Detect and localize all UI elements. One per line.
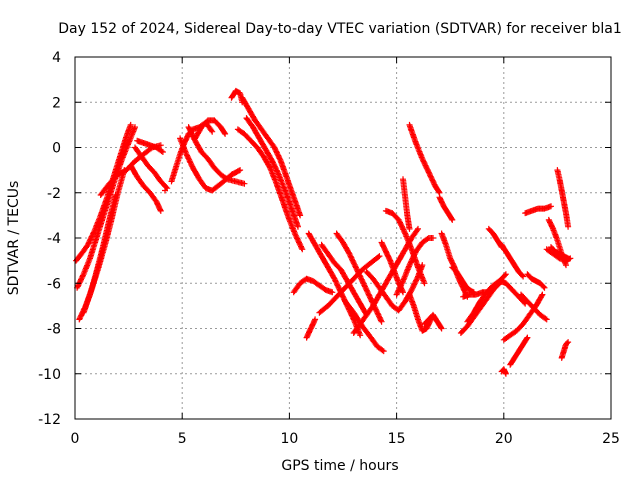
x-tick-label: 20	[495, 431, 513, 447]
data-series-arc-41	[498, 241, 527, 280]
data-point-markers	[393, 235, 436, 298]
data-point-markers	[303, 316, 319, 341]
data-series-arc-31	[406, 121, 443, 196]
x-tick-label: 15	[388, 431, 406, 447]
data-point-markers	[449, 264, 477, 296]
x-tick-label: 0	[71, 431, 80, 447]
y-tick-label: -8	[47, 322, 61, 338]
y-tick-label: -12	[38, 412, 61, 428]
data-series-arc-23	[333, 230, 385, 325]
data-marks	[73, 87, 574, 377]
data-point-markers	[239, 94, 304, 219]
chart-title: Day 152 of 2024, Sidereal Day-to-day VTE…	[58, 21, 621, 37]
data-point-markers	[192, 117, 229, 142]
y-axis-label: SDTVAR / TECUs	[6, 181, 22, 296]
data-series-arc-44	[507, 334, 531, 368]
data-point-markers	[500, 291, 546, 343]
data-point-markers	[177, 135, 244, 194]
data-series-arc-46	[524, 271, 548, 291]
data-point-markers	[400, 176, 413, 232]
axis-ticks	[74, 56, 612, 420]
data-point-markers	[421, 311, 445, 332]
data-series-arc-42	[498, 366, 509, 377]
y-tick-label: -6	[47, 276, 61, 292]
data-point-markers	[507, 334, 531, 368]
data-point-markers	[234, 126, 306, 253]
data-series-arc-45	[518, 291, 550, 323]
data-series-arc-29	[393, 235, 436, 298]
data-point-markers	[498, 241, 527, 280]
data-series-arc-36	[449, 264, 477, 296]
data-series-arc-15	[234, 126, 306, 253]
data-point-markers	[162, 187, 168, 194]
data-point-markers	[333, 230, 385, 325]
data-series-arc-16	[239, 94, 304, 219]
data-series-arc-17	[243, 115, 301, 230]
data-series-arc-06	[127, 162, 164, 214]
data-point-markers	[548, 244, 572, 262]
y-tick-label: 0	[52, 141, 61, 157]
data-series-arc-47	[522, 203, 554, 217]
data-series-arc-18	[290, 275, 336, 296]
data-series-arc-13	[192, 117, 229, 142]
data-series-arc-33	[421, 311, 445, 332]
data-series-arc-07	[132, 144, 171, 192]
y-tick-label: 2	[52, 95, 61, 111]
data-series-arc-43	[500, 291, 546, 343]
data-point-markers	[243, 115, 301, 230]
data-series-arc-30	[400, 176, 413, 232]
x-tick-label: 25	[602, 431, 620, 447]
data-series-arc-08	[134, 137, 166, 155]
data-point-markers	[522, 203, 554, 217]
data-series-arc-09	[162, 187, 168, 194]
data-point-markers	[132, 144, 171, 192]
data-point-markers	[464, 278, 529, 325]
data-point-markers	[554, 167, 572, 230]
data-series-arc-51	[554, 167, 572, 230]
data-point-markers	[436, 194, 456, 223]
data-series-arc-39	[464, 278, 529, 325]
data-series-arc-32	[406, 291, 434, 334]
data-point-markers	[127, 162, 164, 214]
data-point-markers	[498, 366, 509, 377]
data-point-markers	[134, 137, 166, 155]
y-tick-label: -2	[47, 186, 61, 202]
data-point-markers	[406, 291, 434, 334]
data-series-arc-04	[80, 192, 119, 316]
data-point-markers	[406, 121, 443, 196]
data-point-markers	[518, 291, 550, 323]
x-axis-label: GPS time / hours	[281, 458, 398, 474]
y-tick-label: 4	[52, 50, 61, 66]
y-tick-label: -4	[47, 231, 61, 247]
data-point-markers	[524, 271, 548, 291]
data-series-arc-34	[436, 194, 456, 223]
data-point-markers	[290, 275, 336, 296]
data-series-arc-50	[548, 244, 572, 262]
data-series-arc-19	[303, 316, 319, 341]
data-point-markers	[80, 192, 119, 316]
data-series-arc-52	[558, 339, 572, 361]
x-tick-label: 5	[178, 431, 187, 447]
data-point-markers	[558, 339, 572, 361]
x-tick-label: 10	[280, 431, 298, 447]
data-series-arc-11	[177, 135, 244, 194]
y-tick-label: -10	[38, 367, 61, 383]
